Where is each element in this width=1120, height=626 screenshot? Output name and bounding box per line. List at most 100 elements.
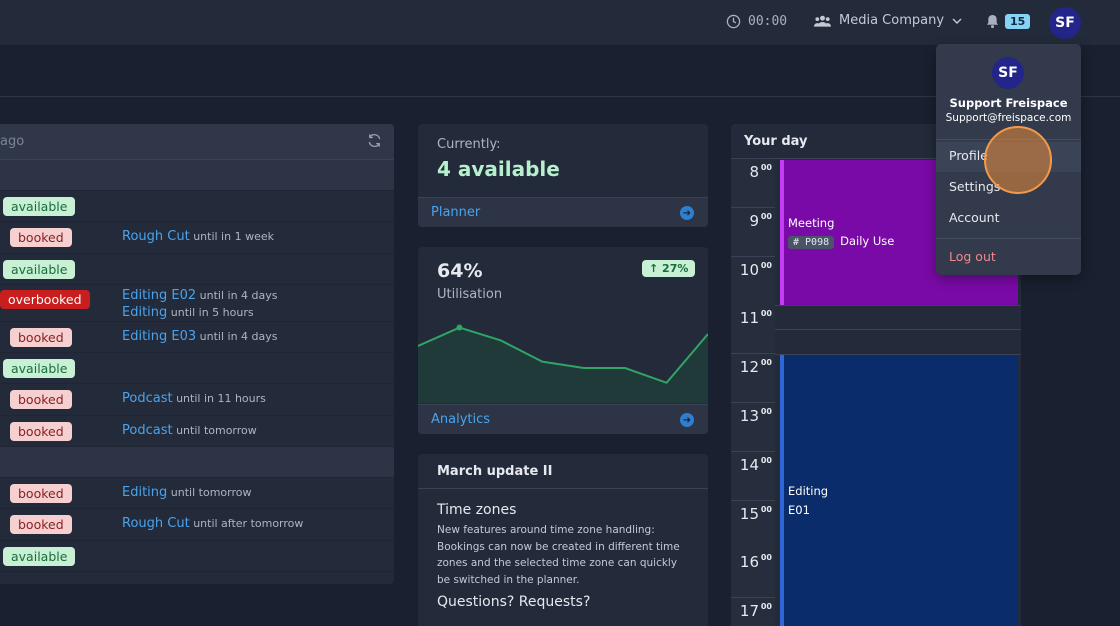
status-badge: booked — [10, 390, 72, 410]
group-header — [0, 447, 394, 479]
menu-item-account[interactable]: Account — [949, 210, 1000, 225]
trend-badge: ↑ 27% — [642, 260, 696, 277]
arrow-right-icon: ➜ — [680, 413, 694, 427]
refresh-icon[interactable] — [367, 133, 382, 148]
minute-label: 00 — [760, 309, 772, 319]
hour-label: 9 — [749, 211, 759, 230]
hour-label: 16 — [739, 553, 759, 572]
hour-slot: 17 00 — [731, 598, 775, 626]
planner-link-label: Planner — [431, 205, 481, 220]
project-link[interactable]: Rough Cut — [122, 229, 190, 245]
news-card: March update II Time zones New features … — [418, 454, 708, 626]
hour-slot: 9 00 — [731, 207, 775, 257]
utilisation-label: Utilisation — [437, 287, 503, 302]
project-link[interactable]: Rough Cut — [122, 516, 190, 532]
list-row[interactable]: available — [0, 191, 394, 223]
status-badge: booked — [10, 327, 72, 347]
list-row[interactable]: booked Podcast until in 11 hours — [0, 384, 394, 416]
notification-count: 15 — [1005, 14, 1031, 29]
minute-label: 00 — [760, 358, 772, 368]
hour-line — [775, 354, 1021, 355]
list-row[interactable]: booked Podcast until tomorrow — [0, 416, 394, 448]
booking-until: until in 4 days — [199, 329, 278, 343]
minute-label: 00 — [760, 504, 772, 514]
your-day-title: Your day — [731, 124, 1021, 159]
list-row[interactable]: booked Editing E03 until in 4 days — [0, 322, 394, 354]
booking-until: until in 5 hours — [170, 305, 254, 319]
booking-until: until tomorrow — [170, 486, 252, 500]
editing-event[interactable]: Editing E01 — [780, 355, 1018, 626]
project-link[interactable]: Editing — [122, 485, 168, 501]
list-row[interactable]: available — [0, 353, 394, 385]
notifications[interactable]: 15 — [986, 14, 1031, 29]
status-badge: available — [3, 546, 76, 566]
hour-label: 13 — [739, 407, 759, 425]
clock-icon — [726, 14, 741, 29]
company-selector[interactable]: Media Company — [814, 13, 962, 28]
planner-link[interactable]: Planner ➜ — [418, 197, 708, 227]
booking-until: until in 1 week — [193, 230, 274, 244]
minute-label: 00 — [760, 211, 772, 221]
project-link[interactable]: Editing E03 — [122, 328, 197, 344]
list-header: ago — [0, 124, 394, 160]
minute-label: 00 — [760, 602, 772, 612]
availability-label: Currently: — [437, 137, 501, 152]
hour-line — [775, 329, 1021, 330]
hour-line — [775, 305, 1021, 306]
booking-until: until after tomorrow — [193, 517, 304, 531]
status-badge: booked — [10, 421, 72, 441]
project-link[interactable]: Podcast — [122, 391, 173, 407]
resource-list: ago available booked Rough Cut until in … — [0, 124, 394, 584]
hour-slot: 15 00 — [731, 500, 775, 550]
hour-slot: 13 00 — [731, 403, 775, 452]
timer[interactable]: 00:00 — [726, 14, 787, 29]
hour-label: 11 — [739, 309, 759, 328]
event-detail: Daily Use — [840, 234, 895, 248]
status-badge: booked — [10, 484, 72, 504]
hour-label: 14 — [739, 455, 759, 474]
project-link[interactable]: Editing — [122, 304, 168, 320]
minute-label: 00 — [760, 260, 772, 270]
hour-slot: 14 00 — [731, 451, 775, 501]
hour-label: 10 — [739, 260, 759, 279]
hour-label: 15 — [739, 504, 759, 523]
timer-value: 00:00 — [748, 14, 788, 29]
hour-slot: 12 00 — [731, 354, 775, 404]
arrow-right-icon: ➜ — [680, 206, 694, 220]
company-name: Media Company — [839, 13, 945, 28]
menu-item-logout[interactable]: Log out — [949, 249, 996, 264]
analytics-link-label: Analytics — [431, 412, 491, 427]
list-row[interactable]: available — [0, 541, 394, 572]
click-indicator — [984, 126, 1052, 194]
minute-label: 00 — [760, 407, 772, 416]
menu-divider — [936, 238, 1081, 239]
minute-label: 00 — [760, 553, 772, 563]
menu-item-settings[interactable]: Settings — [949, 179, 1001, 194]
group-header — [0, 160, 394, 191]
project-link[interactable]: Podcast — [122, 422, 173, 438]
availability-value: 4 available — [437, 157, 560, 181]
list-row[interactable]: available — [0, 254, 394, 285]
user-avatar[interactable]: SF — [1049, 7, 1081, 39]
minute-label: 00 — [760, 163, 772, 172]
menu-user-name: Support Freispace — [949, 96, 1068, 110]
news-text: New features around time zone handling: … — [437, 524, 680, 586]
list-row[interactable]: booked Rough Cut until in 1 week — [0, 222, 394, 254]
news-title: March update II — [418, 454, 708, 489]
analytics-link[interactable]: Analytics ➜ — [418, 404, 708, 434]
chart-line — [418, 326, 708, 384]
list-row[interactable]: booked Editing until tomorrow — [0, 478, 394, 510]
event-detail: E01 — [788, 503, 810, 517]
status-badge: overbooked — [0, 289, 90, 309]
news-heading: Time zones — [437, 502, 517, 518]
project-link[interactable]: Editing E02 — [122, 287, 197, 303]
header-divider — [0, 96, 1120, 97]
event-title: Editing — [788, 484, 829, 498]
list-row[interactable]: booked Rough Cut until after tomorrow — [0, 509, 394, 541]
hour-slot: 16 00 — [731, 549, 775, 599]
bell-icon — [986, 15, 999, 29]
status-badge: available — [3, 197, 76, 216]
status-badge: available — [3, 359, 76, 379]
hour-slot: 8 00 — [731, 159, 775, 208]
list-row[interactable]: overbooked Editing E02 until in 4 days E… — [0, 285, 394, 322]
